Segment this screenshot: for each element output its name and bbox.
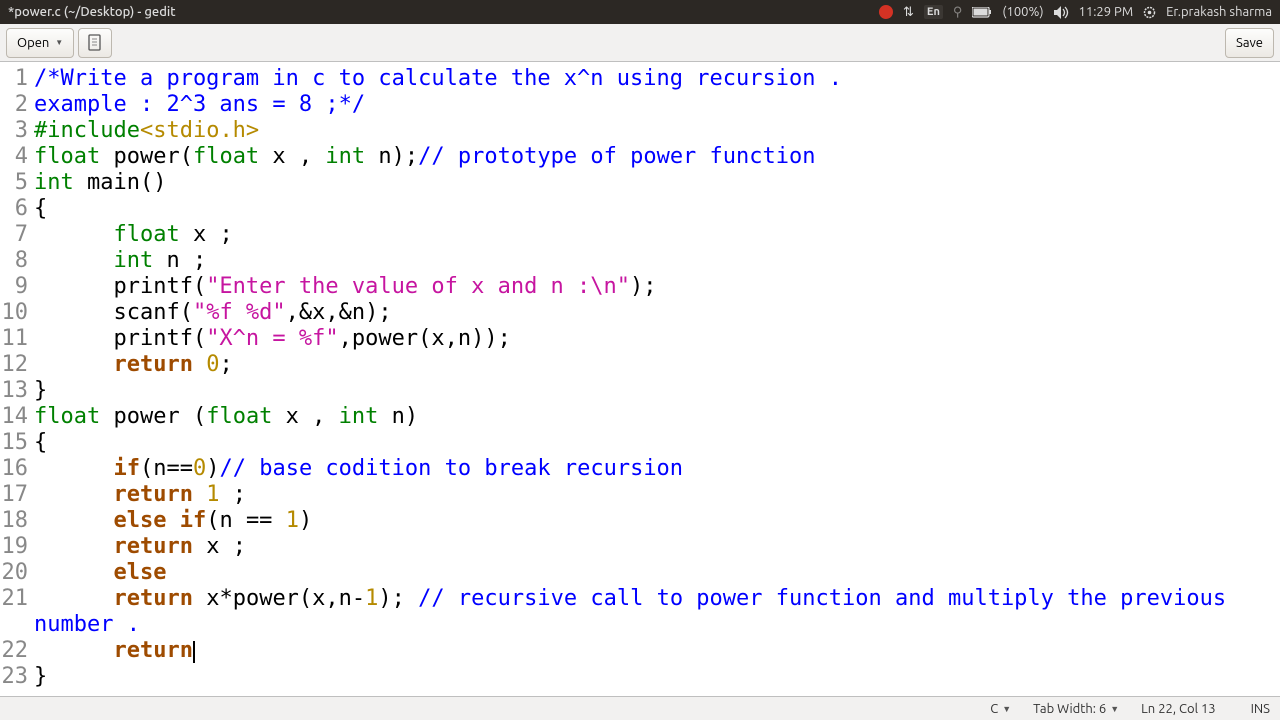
clock[interactable]: 11:29 PM — [1079, 5, 1134, 19]
editor-area[interactable]: 1234567891011121314151617181920212223 /*… — [0, 62, 1280, 696]
chevron-down-icon: ▼ — [55, 38, 63, 47]
status-bar: C▼ Tab Width: 6▼ Ln 22, Col 13▼ INS — [0, 696, 1280, 720]
gear-icon[interactable] — [1143, 6, 1156, 19]
battery-icon[interactable] — [972, 7, 992, 18]
status-cursor-pos: Ln 22, Col 13▼ — [1141, 702, 1228, 716]
line-number-gutter: 1234567891011121314151617181920212223 — [0, 62, 30, 690]
volume-icon[interactable] — [1054, 6, 1069, 19]
battery-text: (100%) — [1002, 5, 1043, 19]
status-tab-width[interactable]: Tab Width: 6▼ — [1033, 702, 1119, 716]
new-document-button[interactable] — [78, 28, 112, 58]
toolbar: Open ▼ Save — [0, 24, 1280, 62]
open-button[interactable]: Open ▼ — [6, 28, 74, 58]
bluetooth-icon[interactable]: ⚲ — [953, 5, 963, 20]
chevron-down-icon: ▼ — [1002, 704, 1011, 714]
save-button[interactable]: Save — [1225, 28, 1274, 58]
menubar: *power.c (~/Desktop) - gedit ⇅ En ⚲ (100… — [0, 0, 1280, 24]
language-indicator[interactable]: En — [924, 5, 943, 19]
status-insert-mode[interactable]: INS — [1251, 702, 1270, 716]
record-icon[interactable] — [879, 5, 893, 19]
menubar-right: ⇅ En ⚲ (100%) 11:29 PM Er.prakash sharma — [879, 5, 1272, 20]
username[interactable]: Er.prakash sharma — [1166, 5, 1272, 19]
code-content[interactable]: /*Write a program in c to calculate the … — [0, 62, 1280, 690]
status-language[interactable]: C▼ — [990, 702, 1011, 716]
open-button-label: Open — [17, 36, 49, 50]
save-button-label: Save — [1236, 36, 1263, 50]
window-title: *power.c (~/Desktop) - gedit — [8, 5, 879, 19]
chevron-down-icon: ▼ — [1110, 704, 1119, 714]
network-icon[interactable]: ⇅ — [903, 5, 914, 20]
